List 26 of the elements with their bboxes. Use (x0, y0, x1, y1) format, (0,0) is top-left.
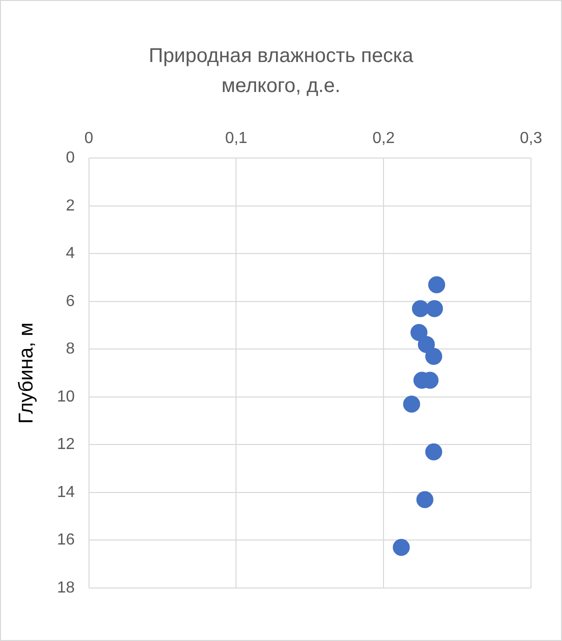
y-tick-label: 4 (66, 245, 75, 262)
x-tick-label: 0,2 (372, 130, 395, 148)
point (403, 396, 420, 413)
y-axis-title: Глубина, м (16, 322, 38, 424)
point (410, 324, 428, 342)
y-tick-label: 10 (57, 388, 75, 406)
y-tick-label: 14 (57, 484, 75, 501)
y-tick-label: 8 (66, 340, 75, 358)
point (412, 300, 429, 318)
point (425, 443, 442, 460)
point (392, 538, 410, 556)
point (428, 276, 446, 294)
x-tick-label: 0,3 (520, 130, 542, 148)
y-tick-label: 12 (57, 436, 75, 454)
chart-title: Природная влажность песка мелкого, д.е. (148, 44, 414, 99)
y-tick-label: 0 (66, 150, 75, 167)
y-tick-label: 18 (57, 579, 75, 596)
point (418, 336, 435, 353)
point (416, 491, 434, 508)
point (425, 348, 442, 365)
point (426, 300, 443, 318)
x-tick-label: 0,1 (225, 130, 248, 148)
y-tick-label: 16 (57, 532, 75, 549)
y-tick-label: 6 (66, 292, 75, 310)
y-tick-label: 2 (66, 197, 75, 214)
x-tick-label: 0 (84, 130, 94, 148)
